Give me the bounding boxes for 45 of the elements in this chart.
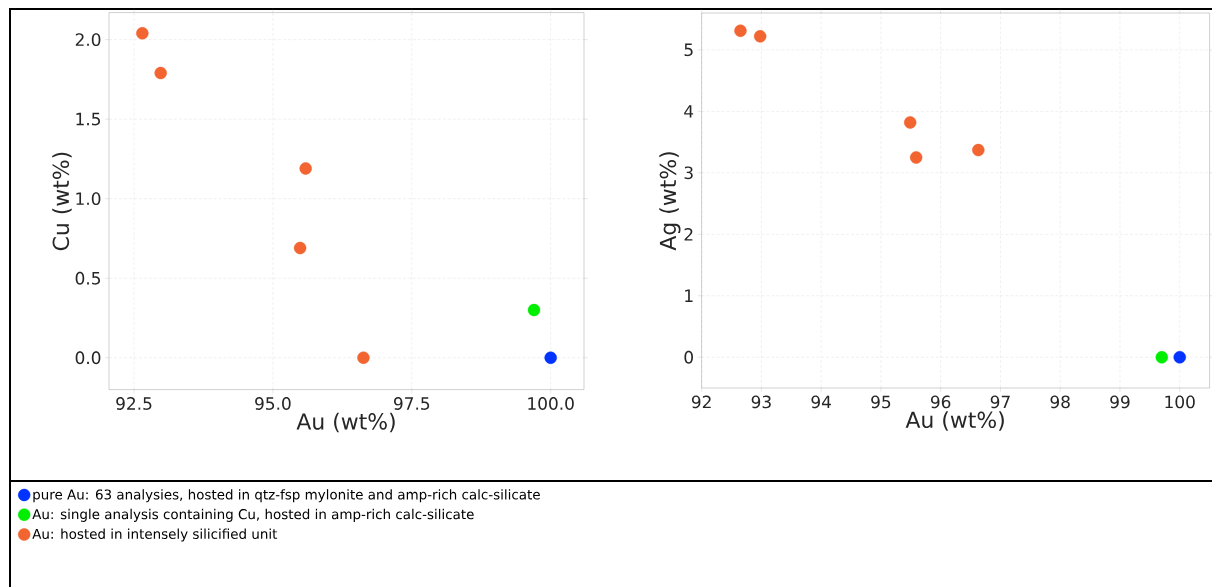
y-axis-title: Cu (wt%) <box>52 152 72 251</box>
x-tick-label: 100 <box>1165 395 1195 409</box>
y-tick-label: 0.5 <box>75 271 101 285</box>
y-tick-label: 2 <box>684 228 693 241</box>
x-tick-label: 93 <box>751 395 771 409</box>
x-tick-label: 99 <box>1110 395 1130 409</box>
point <box>136 27 149 40</box>
x-axis-title: Au (wt%) <box>905 411 1004 431</box>
x-axis-title: Au (wt%) <box>296 412 395 433</box>
point <box>753 30 767 43</box>
x-tick-label: 95 <box>871 395 891 409</box>
point <box>903 116 917 129</box>
point <box>544 351 557 364</box>
point <box>154 66 167 80</box>
x-tick-label: 97 <box>990 395 1010 409</box>
y-tick-label: 0 <box>684 350 693 364</box>
point <box>909 151 923 164</box>
x-tick-label: 92 <box>691 395 711 409</box>
legend-label: pure Au: 63 analysies, hosted in qtz-fsp mylonite and amp-rich calc-silicate <box>33 489 540 503</box>
x-tick-label: 98 <box>1050 395 1070 409</box>
y-tick-label: 0.0 <box>75 351 101 365</box>
y-tick-label: 3 <box>684 166 693 180</box>
x-tick-label: 96 <box>930 395 951 409</box>
point <box>1155 351 1168 364</box>
legend-label: Au: hosted in intensely silicified unit <box>32 528 278 542</box>
point <box>357 351 370 364</box>
point <box>972 143 985 157</box>
point <box>293 241 307 255</box>
point <box>734 24 747 38</box>
point <box>527 303 541 317</box>
y-tick-label: 1 <box>685 289 693 302</box>
x-tick-label: 97.5 <box>393 397 430 410</box>
y-tick-label: 4 <box>684 105 694 118</box>
x-tick-label: 92.5 <box>116 397 152 410</box>
y-tick-label: 2.0 <box>75 33 101 47</box>
point <box>299 162 312 175</box>
y-tick-label: 1.0 <box>76 192 101 206</box>
point <box>1173 351 1186 364</box>
x-tick-label: 95.0 <box>255 397 291 410</box>
x-tick-label: 94 <box>811 395 831 409</box>
x-tick-label: 100.0 <box>528 397 574 410</box>
y-tick-label: 1.5 <box>76 112 101 126</box>
y-axis-title: Ag (wt%) <box>659 152 681 251</box>
legend-label: Au: single analysis containing Cu, hosted in amp-rich calc-silicate <box>32 508 474 522</box>
y-tick-label: 5 <box>684 43 693 57</box>
